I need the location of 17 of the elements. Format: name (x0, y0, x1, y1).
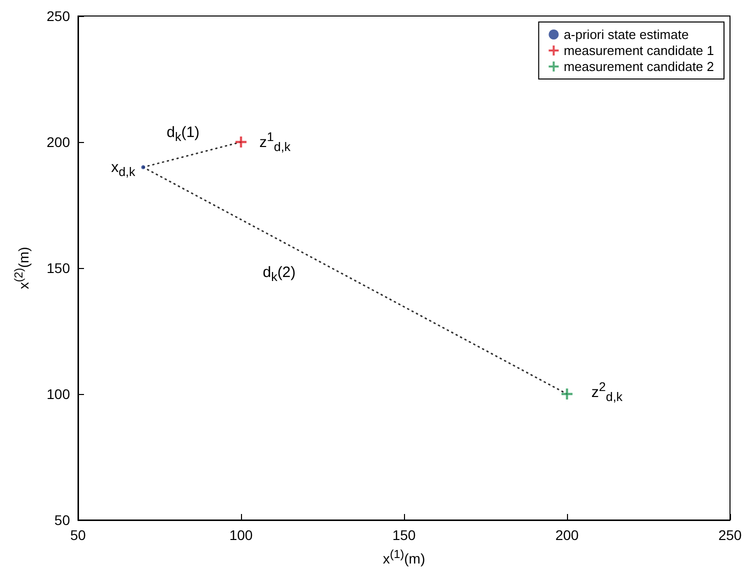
x-tick-label: 200 (555, 527, 579, 543)
x-tick-label: 150 (392, 527, 416, 543)
y-tick-label: 200 (46, 134, 70, 150)
annotation: d$_{k}$(2) (262, 264, 296, 284)
y-tick-label: 150 (46, 260, 70, 276)
y-tick-label: 250 (46, 8, 70, 24)
annotation: x$_{d,k}$ (111, 158, 136, 179)
legend-label: measurement candidate 1 (564, 43, 714, 58)
y-tick-label: 100 (46, 386, 70, 402)
x-axis-title: x$^{(1)}$(m) (382, 548, 426, 567)
y-tick-label: 50 (54, 512, 70, 528)
legend-label: measurement candidate 2 (564, 59, 714, 74)
annotation: d$_{k}$(1) (166, 123, 200, 144)
x-tick-label: 250 (718, 527, 742, 543)
legend-label: a-priori state estimate (564, 27, 689, 42)
x-tick-label: 100 (229, 527, 253, 543)
x-tick-label: 50 (70, 527, 86, 543)
